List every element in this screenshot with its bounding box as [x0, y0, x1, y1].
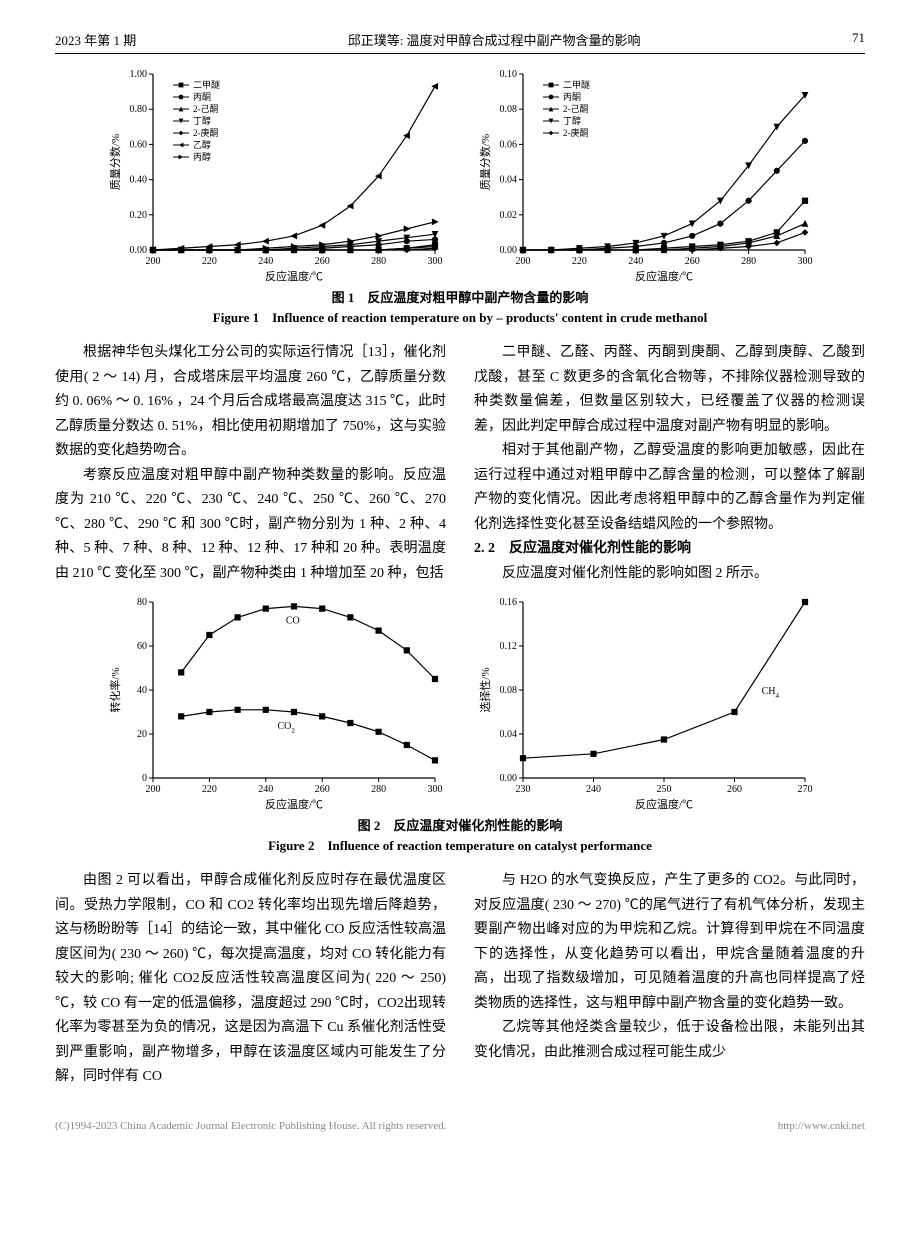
svg-text:260: 260 [727, 784, 742, 795]
svg-text:260: 260 [685, 256, 700, 267]
figure1-caption-en: Figure 1 Influence of reaction temperatu… [213, 310, 707, 325]
svg-text:丙酮: 丙酮 [193, 92, 211, 102]
svg-text:80: 80 [137, 597, 147, 608]
svg-text:240: 240 [628, 256, 643, 267]
page-footer: (C)1994-2023 China Academic Journal Elec… [0, 1110, 920, 1142]
svg-text:280: 280 [371, 784, 386, 795]
svg-text:CO: CO [286, 616, 300, 627]
header-title: 邱正璞等: 温度对甲醇合成过程中副产物含量的影响 [136, 30, 852, 49]
svg-text:240: 240 [258, 256, 273, 267]
svg-text:0.12: 0.12 [500, 641, 518, 652]
svg-text:0.00: 0.00 [500, 245, 518, 256]
svg-text:280: 280 [741, 256, 756, 267]
paragraph: 乙烷等其他烃类含量较少，低于设备检出限，未能列出其变化情况，由此推测合成过程可能… [474, 1016, 865, 1065]
svg-text:200: 200 [146, 256, 161, 267]
svg-text:选择性/%: 选择性/% [478, 667, 492, 712]
svg-text:反应温度/℃: 反应温度/℃ [635, 797, 693, 811]
svg-text:1.00: 1.00 [130, 69, 148, 80]
figure1-caption: 图 1 反应温度对粗甲醇中副产物含量的影响 Figure 1 Influence… [55, 288, 865, 327]
svg-text:0.60: 0.60 [130, 139, 148, 150]
header-page-number: 71 [852, 30, 865, 49]
footer-copyright: (C)1994-2023 China Academic Journal Elec… [55, 1120, 446, 1132]
svg-text:260: 260 [315, 784, 330, 795]
section-2-2-heading: 2. 2 反应温度对催化剂性能的影响 [474, 537, 865, 562]
paragraph: 考察反应温度对粗甲醇中副产物种类数量的影响。反应温度为 210 ℃、220 ℃、… [55, 464, 446, 587]
svg-text:0: 0 [142, 773, 147, 784]
svg-text:0.16: 0.16 [500, 597, 518, 608]
svg-text:0.00: 0.00 [500, 773, 518, 784]
svg-text:丙酮: 丙酮 [563, 92, 581, 102]
svg-text:20: 20 [137, 729, 147, 740]
figure1-caption-cn: 图 1 反应温度对粗甲醇中副产物含量的影响 [332, 290, 589, 305]
svg-text:220: 220 [202, 256, 217, 267]
svg-text:0.04: 0.04 [500, 729, 518, 740]
svg-text:丁醇: 丁醇 [193, 115, 211, 126]
figure2-caption-en: Figure 2 Influence of reaction temperatu… [268, 838, 652, 853]
svg-text:0.02: 0.02 [500, 210, 518, 221]
svg-text:240: 240 [258, 784, 273, 795]
svg-text:二甲醚: 二甲醚 [563, 79, 590, 90]
figure1-right-chart: 200 220 240 260 280 300 0.00 0.02 0.04 0.06 0.08 0.… [475, 64, 815, 284]
svg-text:240: 240 [586, 784, 601, 795]
figure2-right-chart: 230 240 250 260 270 0.00 0.04 0.08 0.12 0.16 反应温度/… [475, 592, 815, 812]
svg-text:质量分数/%: 质量分数/% [479, 134, 492, 190]
paragraph: 由图 2 可以看出，甲醇合成催化剂反应时存在最优温度区间。受热力学限制，CO 和… [55, 869, 446, 1090]
svg-text:300: 300 [428, 256, 443, 267]
figure1-left-chart: 200 220 240 260 280 300 0.00 0.20 0.40 0.60 0.80 1.… [105, 64, 445, 284]
svg-text:乙醇: 乙醇 [193, 139, 211, 150]
svg-text:0.10: 0.10 [500, 69, 518, 80]
figure2-charts: 200 220 240 260 280 300 0 20 40 60 80 反应温度/℃ 转化率/% CO… [55, 592, 865, 812]
header-issue: 2023 年第 1 期 [55, 30, 136, 49]
svg-text:220: 220 [572, 256, 587, 267]
svg-text:300: 300 [798, 256, 813, 267]
svg-text:转化率/%: 转化率/% [108, 667, 122, 712]
svg-text:二甲醚: 二甲醚 [193, 79, 220, 90]
svg-text:0.40: 0.40 [130, 175, 148, 186]
paragraph: 反应温度对催化剂性能的影响如图 2 所示。 [474, 562, 865, 587]
footer-url: http://www.cnki.net [778, 1120, 865, 1132]
svg-text:40: 40 [137, 685, 147, 696]
svg-text:反应温度/℃: 反应温度/℃ [265, 797, 323, 811]
svg-text:2-己酮: 2-己酮 [193, 104, 219, 114]
figure1-charts: 200 220 240 260 280 300 0.00 0.20 0.40 0.60 0.80 1.… [55, 64, 865, 284]
figure2-caption-cn: 图 2 反应温度对催化剂性能的影响 [358, 818, 563, 833]
svg-text:220: 220 [202, 784, 217, 795]
svg-text:0.00: 0.00 [130, 245, 148, 256]
svg-text:2-庚酮: 2-庚酮 [193, 127, 219, 138]
svg-text:CH4: CH4 [762, 686, 780, 700]
svg-text:CO2: CO2 [277, 721, 295, 735]
text-block-1: 根据神华包头煤化工分公司的实际运行情况［13］，催化剂使用( 2 ～ 14) 月… [55, 341, 865, 586]
svg-text:反应温度/℃: 反应温度/℃ [265, 269, 323, 283]
svg-text:280: 280 [371, 256, 386, 267]
svg-text:260: 260 [315, 256, 330, 267]
svg-text:200: 200 [516, 256, 531, 267]
svg-text:60: 60 [137, 641, 147, 652]
page-header: 2023 年第 1 期 邱正璞等: 温度对甲醇合成过程中副产物含量的影响 71 [55, 30, 865, 54]
svg-text:0.08: 0.08 [500, 104, 518, 115]
paragraph: 相对于其他副产物，乙醇受温度的影响更加敏感，因此在运行过程中通过对粗甲醇中乙醇含… [474, 439, 865, 537]
svg-text:0.20: 0.20 [130, 210, 148, 221]
svg-text:质量分数/%: 质量分数/% [109, 134, 122, 190]
figure2-caption: 图 2 反应温度对催化剂性能的影响 Figure 2 Influence of … [55, 816, 865, 855]
svg-text:0.08: 0.08 [500, 685, 518, 696]
svg-text:300: 300 [428, 784, 443, 795]
svg-text:2-己酮: 2-己酮 [563, 104, 589, 114]
svg-text:反应温度/℃: 反应温度/℃ [635, 269, 693, 283]
svg-text:0.04: 0.04 [500, 175, 518, 186]
svg-text:0.06: 0.06 [500, 139, 518, 150]
svg-text:0.80: 0.80 [130, 104, 148, 115]
svg-text:丁醇: 丁醇 [563, 115, 581, 126]
svg-text:250: 250 [657, 784, 672, 795]
svg-text:丙醇: 丙醇 [193, 151, 211, 162]
text-block-2: 由图 2 可以看出，甲醇合成催化剂反应时存在最优温度区间。受热力学限制，CO 和… [55, 869, 865, 1090]
figure2-left-chart: 200 220 240 260 280 300 0 20 40 60 80 反应温度/℃ 转化率/% CO… [105, 592, 445, 812]
paragraph: 二甲醚、乙醛、丙醛、丙酮到庚酮、乙醇到庚醇、乙酸到戊酸，甚至 C 数更多的含氧化… [474, 341, 865, 439]
svg-text:230: 230 [516, 784, 531, 795]
svg-text:2-庚酮: 2-庚酮 [563, 127, 589, 138]
svg-text:270: 270 [798, 784, 813, 795]
paragraph: 根据神华包头煤化工分公司的实际运行情况［13］，催化剂使用( 2 ～ 14) 月… [55, 341, 446, 464]
paragraph: 与 H2O 的水气变换反应，产生了更多的 CO2。与此同时，对反应温度( 230… [474, 869, 865, 1016]
svg-text:200: 200 [146, 784, 161, 795]
